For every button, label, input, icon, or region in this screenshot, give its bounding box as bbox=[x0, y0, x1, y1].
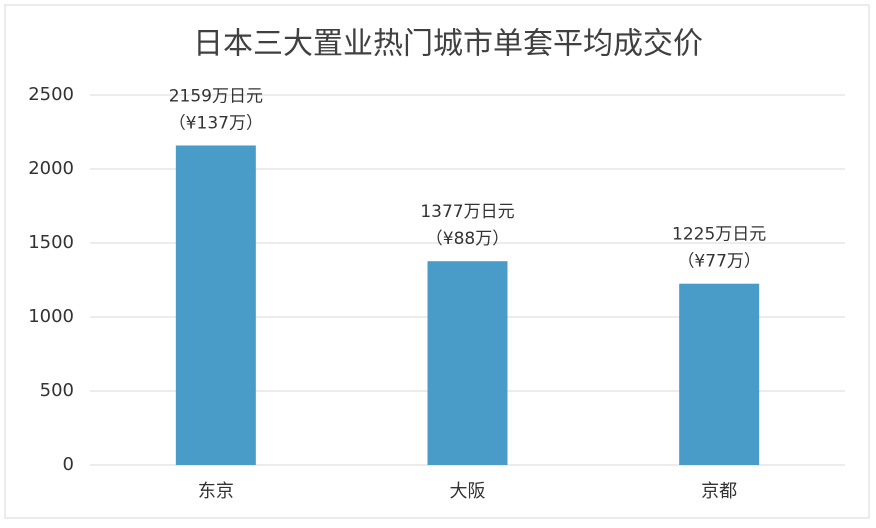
value-label: 1377万日元 bbox=[420, 202, 514, 222]
bar bbox=[427, 261, 508, 465]
bar bbox=[175, 145, 256, 465]
y-tick-label: 2500 bbox=[28, 84, 74, 105]
y-tick-label: 500 bbox=[40, 380, 74, 401]
x-tick-label: 东京 bbox=[198, 481, 234, 502]
y-tick-label: 1000 bbox=[28, 306, 74, 327]
x-tick-label: 京都 bbox=[701, 481, 737, 502]
bar bbox=[679, 283, 760, 465]
value-annotation: （¥137万） bbox=[169, 113, 263, 133]
y-tick-label: 1500 bbox=[28, 232, 74, 253]
value-label: 2159万日元 bbox=[169, 86, 263, 106]
chart-title: 日本三大置业热门城市单套平均成交价 bbox=[193, 27, 703, 62]
x-tick-label: 大阪 bbox=[450, 481, 486, 502]
y-tick-label: 2000 bbox=[28, 158, 74, 179]
value-annotation: （¥77万） bbox=[677, 252, 760, 272]
y-tick-label: 0 bbox=[63, 454, 74, 475]
value-label: 1225万日元 bbox=[672, 225, 766, 245]
value-annotation: （¥88万） bbox=[426, 229, 509, 249]
chart-border bbox=[4, 4, 870, 519]
